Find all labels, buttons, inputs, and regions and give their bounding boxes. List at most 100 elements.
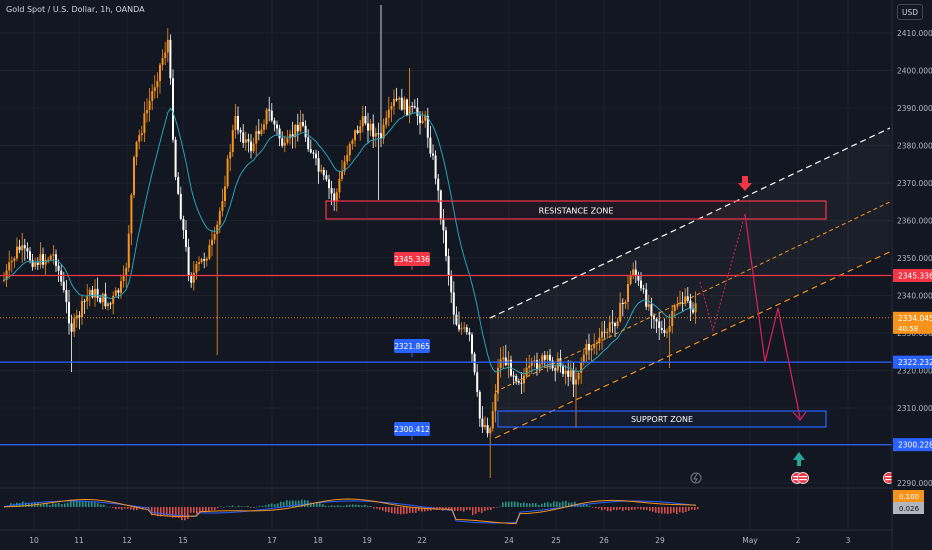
macd-value-label: 0.100 — [899, 493, 919, 501]
price-axis-tick: 2400.000 — [897, 67, 932, 76]
candle-body — [218, 211, 221, 225]
macd-histogram-bar — [277, 503, 279, 507]
candle-body — [328, 179, 330, 189]
projection-path[interactable] — [744, 213, 801, 419]
price-marker[interactable] — [394, 422, 430, 436]
macd-histogram-bar — [76, 500, 78, 507]
macd-histogram-bar — [571, 502, 573, 507]
candle-body — [57, 265, 60, 271]
candle-body — [606, 332, 609, 334]
macd-histogram-bar — [133, 507, 135, 511]
candle-body — [18, 246, 21, 251]
macd-histogram-bar — [466, 507, 468, 510]
axes-layer: 2410.000 2400.000 2390.000 2380.000 2370.000… — [29, 0, 932, 550]
candle-body — [29, 251, 31, 261]
price-axis-level-label: 2322.232 — [898, 358, 932, 367]
candle-body — [382, 124, 385, 139]
resistance-zone-box[interactable] — [325, 200, 827, 220]
candle-body — [681, 302, 684, 304]
candle-body — [70, 323, 73, 332]
price-marker-label: 2345.336 — [394, 255, 430, 264]
candle-body — [554, 368, 557, 371]
macd-histogram-bar — [682, 507, 684, 513]
candle-body — [177, 176, 180, 194]
macd-histogram-bar — [205, 507, 207, 513]
time-axis-tick: 17 — [267, 536, 277, 545]
macd-histogram-bar — [304, 500, 306, 507]
up-arrow-icon — [793, 452, 805, 466]
macd-histogram-bar — [400, 507, 402, 515]
candle-body — [34, 262, 37, 267]
channel-mid-line[interactable] — [494, 197, 899, 393]
time-axis-tick: 26 — [599, 536, 609, 545]
price-marker[interactable] — [394, 252, 430, 266]
macd-histogram-bar — [154, 507, 156, 515]
candle-body — [216, 224, 219, 235]
macd-histogram-bar — [448, 507, 450, 510]
candle-body — [164, 52, 167, 59]
candle-body — [341, 171, 343, 179]
macd-histogram-bar — [244, 506, 246, 508]
candle-body — [125, 267, 128, 276]
macd-histogram-bar — [223, 507, 225, 508]
macd-histogram-bar — [337, 505, 339, 507]
support-zone-box[interactable] — [497, 410, 827, 428]
price-axis-tick: 2310.000 — [897, 404, 932, 413]
candle-body — [78, 315, 81, 317]
macd-histogram-bar — [424, 507, 426, 512]
candle-body — [151, 91, 154, 101]
channel-lower-line[interactable] — [494, 247, 899, 439]
candle-body — [367, 123, 369, 131]
macd-histogram-bar — [472, 507, 474, 516]
candle-body — [109, 303, 112, 305]
macd-histogram-bar — [421, 507, 423, 512]
candle-body — [624, 301, 627, 304]
candle-body — [658, 321, 661, 329]
candle-body — [530, 361, 533, 366]
candle-body — [96, 288, 99, 298]
candle-body — [133, 157, 135, 195]
currency-button[interactable]: USD — [897, 4, 923, 20]
macd-histogram-bar — [208, 507, 210, 512]
candle-body — [190, 275, 193, 283]
candle-body — [640, 280, 642, 289]
macd-histogram-bar — [247, 505, 249, 507]
macd-histogram-bar — [49, 505, 51, 507]
time-axis-tick: 11 — [74, 536, 84, 545]
macd-histogram-bar — [295, 500, 297, 507]
macd-histogram-bar — [238, 505, 240, 507]
time-axis-tick: May — [742, 536, 758, 545]
macd-histogram-bar — [325, 505, 327, 507]
candle-body — [512, 375, 515, 377]
macd-histogram-bar — [172, 507, 174, 518]
macd-histogram-bar — [37, 502, 39, 507]
macd-histogram-bar — [256, 506, 258, 508]
candle-body — [8, 262, 11, 271]
candle-body — [413, 106, 416, 108]
macd-histogram-bar — [193, 507, 195, 513]
macd-histogram-bar — [28, 502, 30, 507]
macd-histogram-bar — [217, 507, 219, 509]
candle-body — [632, 269, 635, 276]
macd-signal-line — [3, 498, 697, 525]
lightning-icon[interactable] — [690, 472, 702, 484]
drawings-layer[interactable]: RESISTANCE ZONE SUPPORT ZONE 2345.336 2321.… — [0, 127, 899, 484]
candle-body — [73, 318, 76, 332]
channel-upper-line[interactable] — [489, 127, 891, 319]
candle-body — [213, 234, 216, 240]
macd-histogram-bar — [127, 507, 129, 509]
price-axis-tick: 2380.000 — [897, 142, 932, 151]
candle-body — [580, 362, 583, 373]
price-marker[interactable] — [394, 339, 430, 353]
candle-body — [320, 169, 323, 172]
macd-histogram-bar — [643, 507, 645, 510]
macd-histogram-bar — [376, 507, 378, 509]
candle-body — [395, 99, 398, 101]
us-flag-icon[interactable] — [797, 472, 809, 484]
macd-histogram-bar — [478, 507, 480, 512]
candle-body — [182, 218, 185, 231]
candle-body — [486, 425, 489, 434]
macd-histogram-bar — [604, 507, 606, 510]
macd-histogram-bar — [523, 502, 525, 507]
